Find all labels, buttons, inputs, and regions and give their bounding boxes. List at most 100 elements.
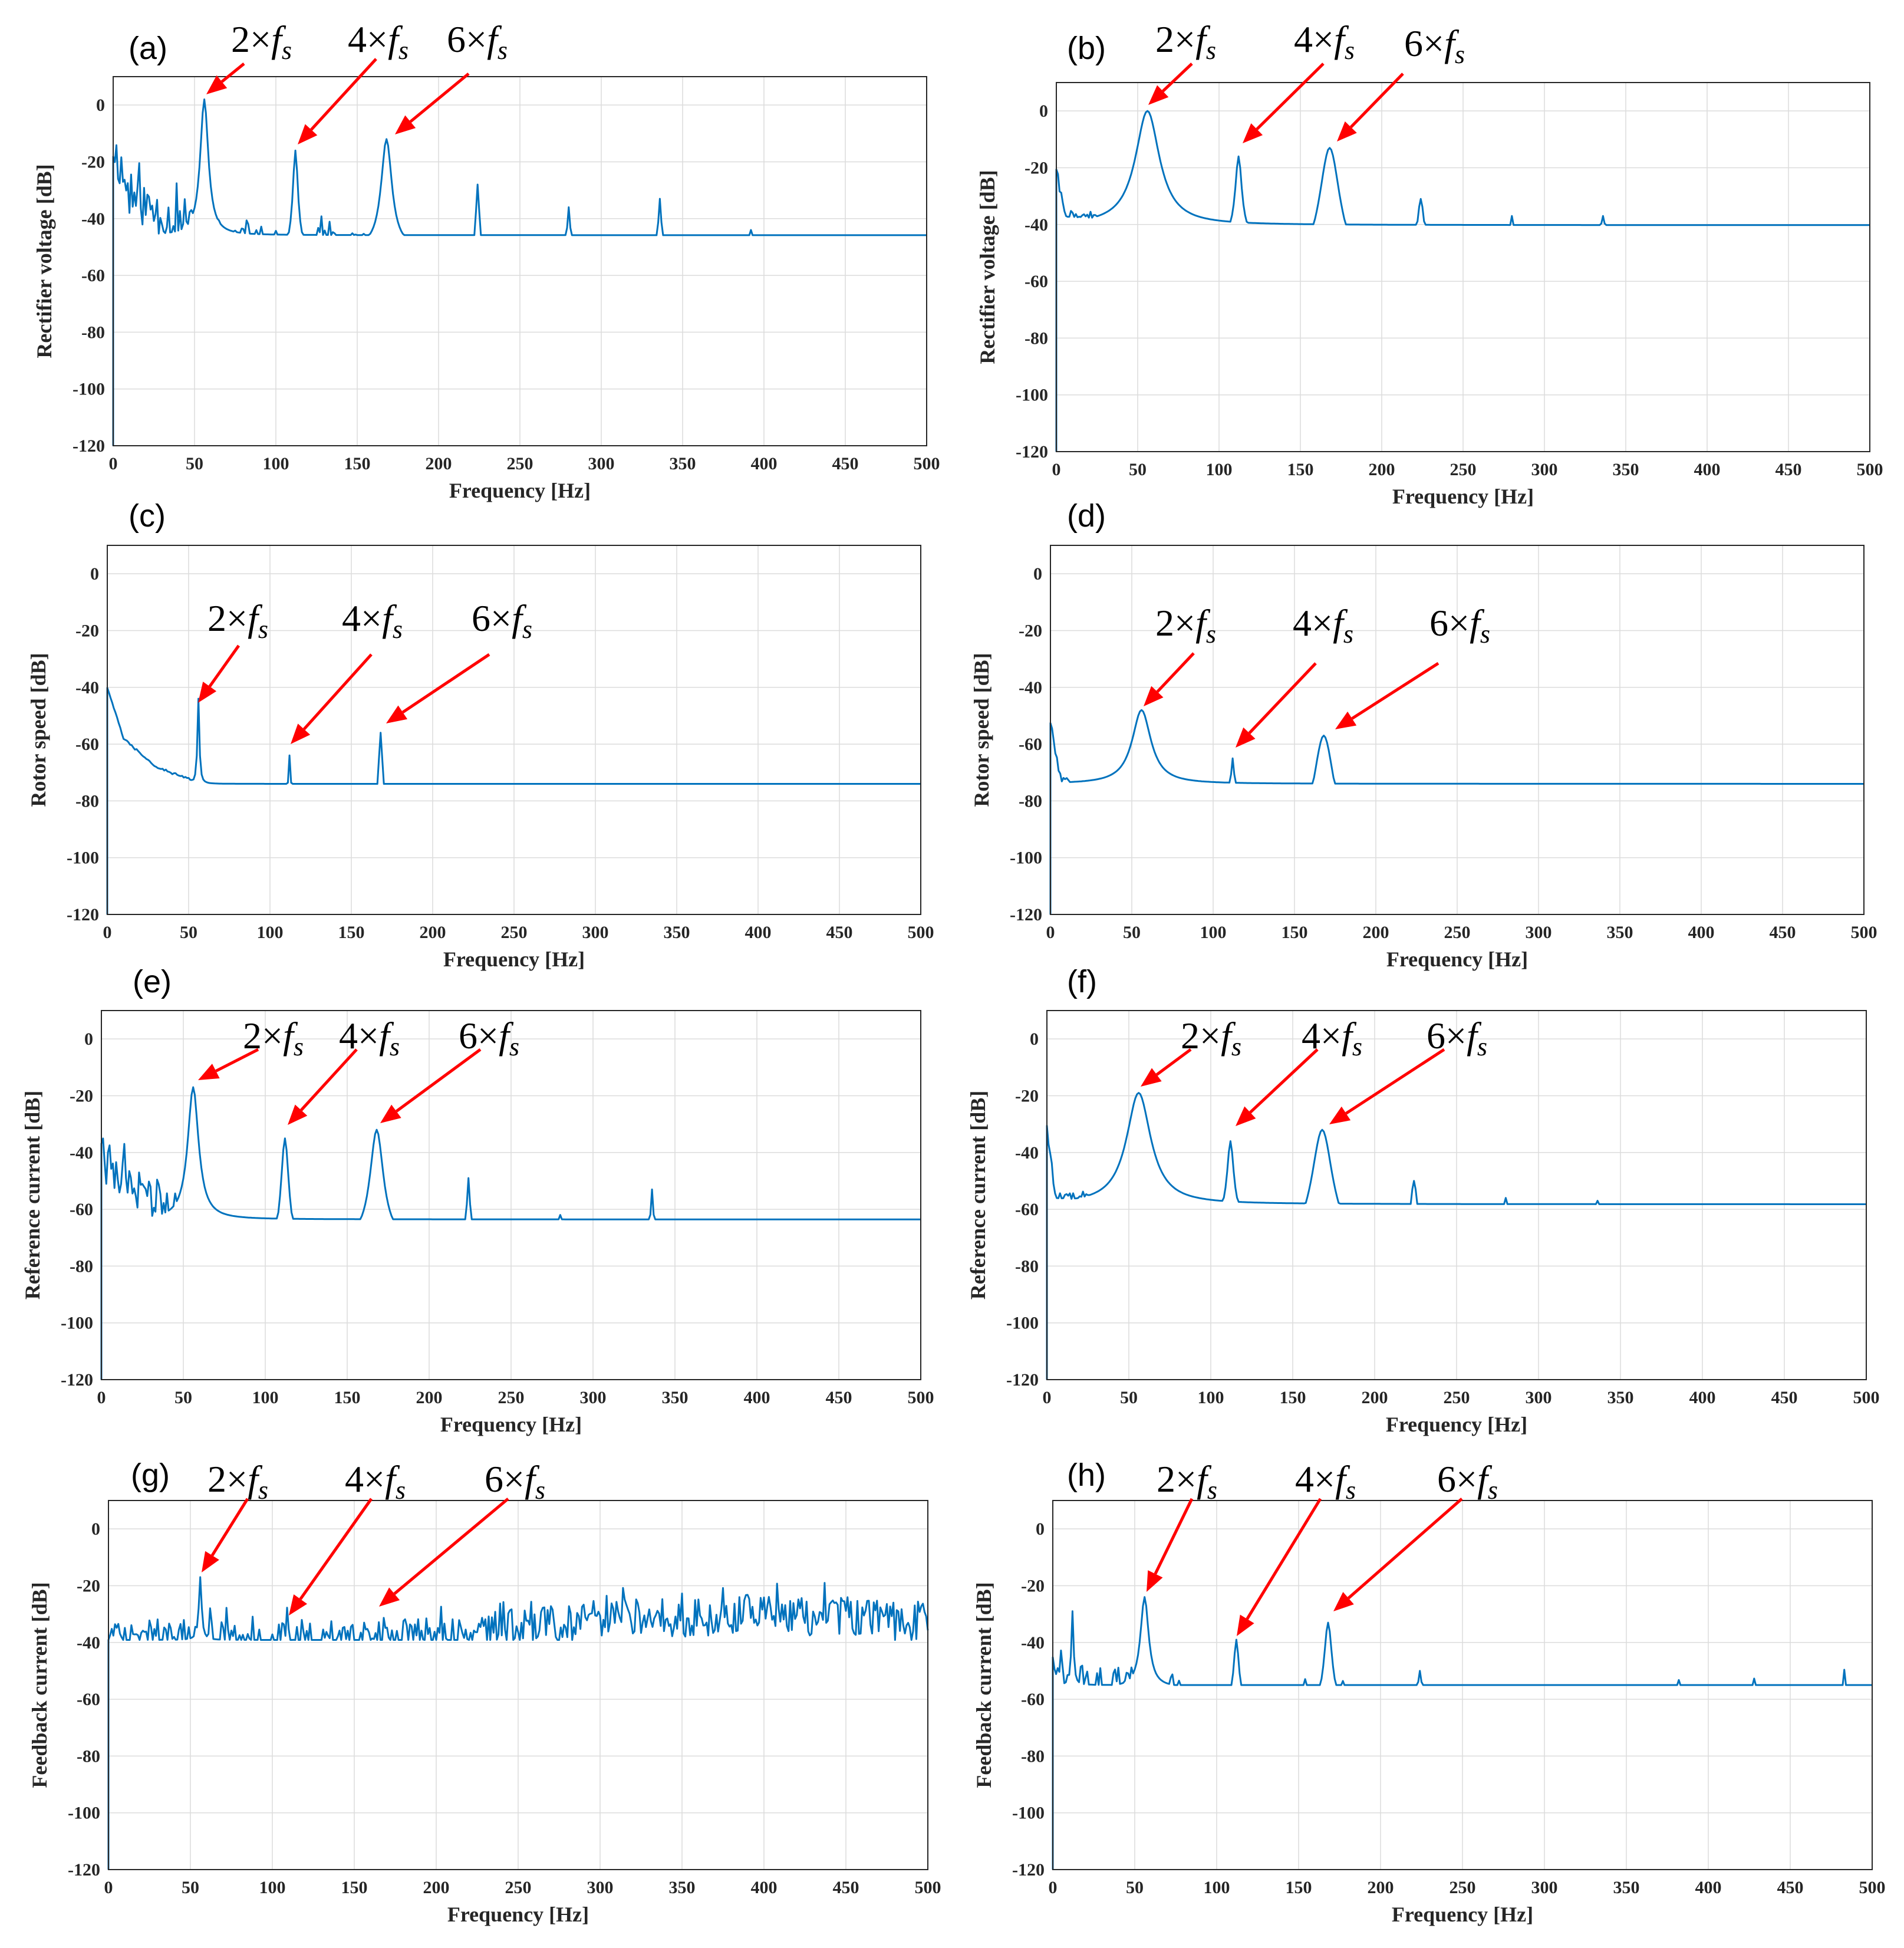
y-tick-label: -20	[81, 152, 105, 172]
x-tick-label: 100	[1200, 923, 1227, 942]
arrow-line	[220, 62, 245, 83]
arrowhead	[288, 1104, 308, 1125]
y-tick-label: -60	[75, 735, 99, 754]
arrow-line	[1155, 1048, 1192, 1076]
harmonic-annotation: 6×fs	[472, 597, 532, 644]
plot-frame	[108, 1500, 928, 1870]
y-tick-label: -80	[1025, 328, 1048, 348]
x-tick-label: 100	[252, 1388, 279, 1407]
x-tick-label: 200	[1362, 1388, 1388, 1407]
x-tick-label: 350	[1607, 1388, 1634, 1407]
arrow-line	[210, 1498, 249, 1557]
x-tick-label: 450	[832, 454, 859, 473]
panel-label: (e)	[133, 964, 172, 999]
x-tick-label: 350	[1607, 923, 1633, 942]
panel-label: (g)	[131, 1457, 170, 1493]
harmonic-annotation: 4×fs	[1293, 602, 1353, 649]
arrow-line	[1249, 1048, 1319, 1114]
arrowhead	[1329, 1106, 1351, 1124]
x-tick-label: 500	[908, 1388, 934, 1407]
y-axis-label: Rotor speed [dB]	[970, 653, 993, 807]
harmonic-annotation: 4×fs	[1295, 1458, 1356, 1505]
panel-label: (f)	[1067, 964, 1097, 999]
x-axis-label: Frequency [Hz]	[443, 947, 585, 971]
x-tick-label: 400	[1688, 923, 1715, 942]
arrow-line	[409, 73, 470, 123]
plot-frame	[107, 545, 921, 915]
x-tick-label: 400	[744, 1388, 770, 1407]
x-tick-label: 350	[662, 1388, 689, 1407]
arrow-line	[1161, 62, 1193, 93]
harmonic-annotation: 4×fs	[348, 18, 409, 65]
arrowhead	[289, 1594, 308, 1615]
spectrum-line	[107, 1576, 929, 1870]
spectrum-line	[106, 687, 921, 914]
x-tick-label: 500	[1859, 1878, 1886, 1897]
x-tick-label: 400	[1695, 1878, 1722, 1897]
x-tick-label: 200	[423, 1878, 450, 1897]
x-tick-label: 400	[745, 923, 772, 942]
x-tick-label: 100	[259, 1878, 286, 1897]
panel-label: (c)	[129, 498, 166, 534]
arrow-line	[1349, 73, 1404, 129]
x-tick-label: 450	[1775, 460, 1802, 479]
x-tick-label: 100	[1204, 1878, 1230, 1897]
y-tick-label: 0	[96, 96, 105, 115]
x-tick-label: 150	[338, 923, 365, 942]
plot-frame	[1052, 1500, 1873, 1870]
y-tick-label: -80	[77, 1746, 100, 1766]
arrowhead	[1236, 1106, 1256, 1126]
x-tick-label: 150	[1282, 923, 1308, 942]
panel-f: 0 50 100 150 200 250 300 350 400 450 500 0 -20 -40 -60…	[966, 964, 1880, 1436]
x-tick-label: 0	[1049, 1878, 1058, 1897]
y-tick-label: -40	[77, 1633, 100, 1653]
x-tick-label: 0	[109, 454, 118, 473]
arrow-line	[1256, 62, 1325, 130]
x-tick-label: 300	[1526, 923, 1552, 942]
y-tick-label: -100	[61, 1314, 93, 1333]
y-tick-label: -80	[1015, 1256, 1039, 1276]
y-tick-label: -120	[68, 1860, 100, 1880]
arrowhead	[379, 1587, 400, 1607]
x-tick-label: 250	[507, 454, 533, 473]
arrowhead	[1144, 686, 1164, 706]
y-tick-label: -20	[1021, 1576, 1045, 1595]
x-tick-label: 300	[588, 454, 615, 473]
arrowhead	[1333, 1592, 1354, 1611]
plot-frame	[113, 76, 927, 446]
y-tick-label: -40	[1015, 1143, 1039, 1163]
arrowhead	[1141, 1068, 1162, 1087]
harmonic-annotation: 2×fs	[1181, 1015, 1241, 1061]
arrow-line	[300, 1048, 358, 1111]
harmonic-annotation: 2×fs	[1155, 602, 1216, 649]
arrow-line	[1351, 662, 1439, 720]
y-axis-label: Reference current [dB]	[21, 1091, 44, 1300]
x-tick-label: 50	[186, 454, 203, 473]
panel-g: 0 50 100 150 200 250 300 350 400 450 500 0 -20 -40 -60…	[28, 1457, 941, 1926]
x-tick-label: 500	[914, 454, 940, 473]
x-tick-label: 200	[1363, 923, 1389, 942]
arrowhead	[1147, 1570, 1163, 1592]
y-tick-label: -20	[1015, 1086, 1039, 1105]
y-tick-label: 0	[84, 1029, 93, 1049]
arrowhead	[1236, 727, 1256, 748]
y-tick-label: -60	[70, 1200, 93, 1219]
y-axis-label: Feedback current [dB]	[28, 1582, 51, 1788]
y-tick-label: -20	[70, 1086, 93, 1105]
y-tick-label: -60	[77, 1690, 100, 1709]
arrow-line	[1156, 652, 1195, 693]
y-tick-label: 0	[1036, 1519, 1045, 1539]
y-tick-label: -40	[1021, 1633, 1045, 1653]
harmonic-annotation: 4×fs	[339, 1015, 400, 1061]
arrow-line	[208, 644, 241, 687]
x-tick-label: 400	[1689, 1388, 1716, 1407]
x-tick-label: 350	[664, 923, 690, 942]
y-tick-label: 0	[90, 564, 99, 584]
x-tick-label: 50	[1126, 1878, 1144, 1897]
y-tick-label: 0	[1030, 1029, 1039, 1049]
spectrum-line	[112, 98, 927, 446]
y-tick-label: -20	[1019, 621, 1042, 640]
x-tick-label: 250	[505, 1878, 532, 1897]
x-tick-label: 0	[1043, 1388, 1052, 1407]
spectrum-line	[1052, 1596, 1872, 1870]
